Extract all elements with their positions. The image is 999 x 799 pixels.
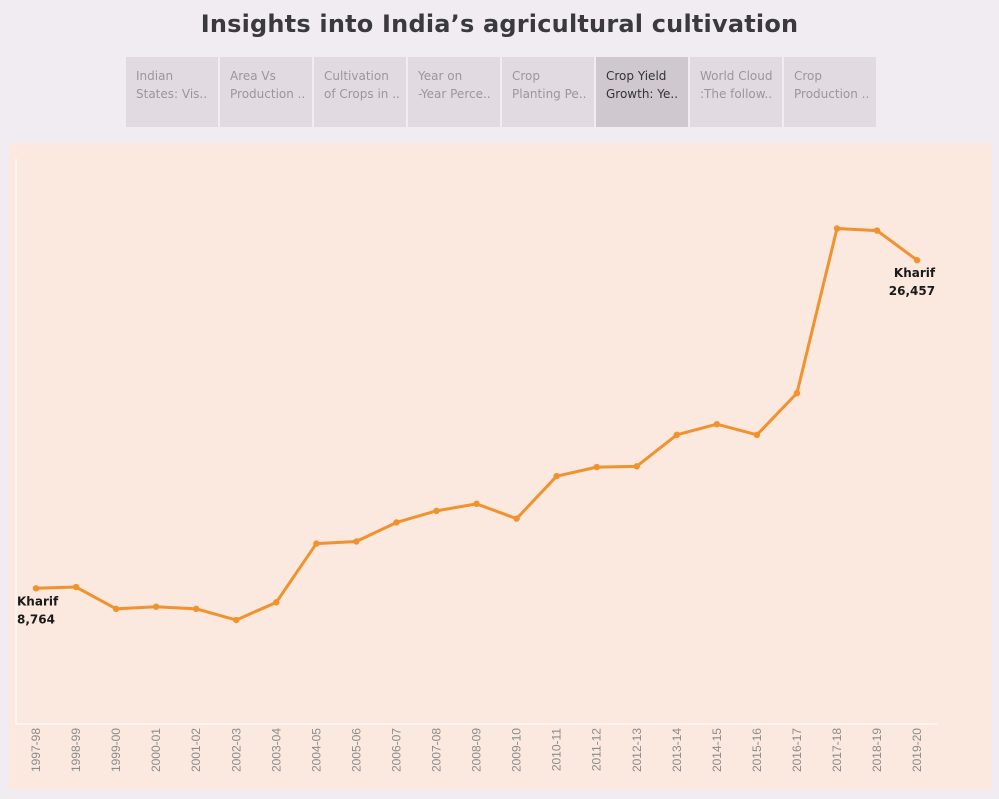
- data-label-value: 8,764: [17, 612, 55, 626]
- page-title: Insights into India’s agricultural culti…: [200, 10, 799, 38]
- x-tick-label: 2014-15: [710, 728, 724, 772]
- x-tick-label: 2008-09: [470, 728, 484, 772]
- tab-label-line1: World Cloud: [700, 69, 773, 83]
- data-point: [513, 515, 520, 522]
- x-tick-label: 2010-11: [550, 728, 564, 771]
- x-tick-label: 2018-19: [870, 728, 884, 772]
- tab-label-line2: Growth: Ye..: [606, 87, 679, 101]
- tab-1[interactable]: Area Vs Production ..: [220, 57, 312, 127]
- data-point: [152, 603, 160, 610]
- x-tick-label: 2007-08: [430, 728, 444, 772]
- data-point: [353, 538, 360, 545]
- data-point: [233, 616, 240, 624]
- data-point: [313, 540, 320, 547]
- x-tick-label: 2016-17: [790, 728, 804, 772]
- data-point: [473, 500, 480, 508]
- tab-5[interactable]: Crop Yield Growth: Ye..: [596, 57, 688, 127]
- x-tick-label: 2017-18: [830, 728, 844, 772]
- x-tick-label: 2019-20: [910, 728, 924, 772]
- tab-label-line2: Production ..: [230, 87, 306, 101]
- x-tick-label: 2000-01: [149, 728, 163, 772]
- tab-4[interactable]: Crop Planting Pe..: [502, 57, 594, 127]
- data-point: [633, 463, 640, 470]
- tab-6[interactable]: World Cloud :The follow..: [690, 57, 782, 127]
- x-tick-label: 2013-14: [670, 728, 684, 772]
- data-label-series-name: Kharif: [894, 266, 936, 280]
- data-point: [433, 507, 440, 515]
- data-point: [193, 605, 200, 613]
- data-point: [713, 421, 721, 428]
- x-tick-label: 2003-04: [269, 728, 283, 772]
- data-point: [913, 257, 921, 264]
- tab-label-line2: States: Vis..: [136, 87, 208, 101]
- x-tick-label: 2011-12: [590, 728, 604, 771]
- x-tick-label: 1997-98: [29, 728, 43, 772]
- series-line-kharif: [35, 226, 918, 622]
- data-point: [72, 583, 80, 591]
- tab-label-line1: Crop Yield: [606, 69, 667, 83]
- data-point: [273, 599, 280, 606]
- x-tick-label: 2005-06: [349, 728, 363, 772]
- story-tabs: Indian States: Vis.. Area Vs Production .. C…: [126, 57, 876, 127]
- data-point: [393, 519, 400, 526]
- tab-label-line2: :The follow..: [700, 87, 773, 101]
- x-tick-label: 2015-16: [750, 728, 764, 772]
- x-tick-label: 1999-00: [109, 728, 123, 772]
- data-label-value: 26,457: [889, 284, 935, 298]
- chart-panel: 1997-98 1998-99 1999-00 2000-01 2001-02 2002-…: [9, 143, 992, 790]
- data-point: [873, 227, 881, 234]
- data-point: [793, 389, 801, 397]
- data-point: [112, 605, 120, 613]
- tab-label-line2: of Crops in ..: [324, 87, 400, 101]
- x-tick-label: 1998-99: [69, 728, 83, 772]
- tab-label-line1: Crop: [794, 69, 823, 83]
- data-point: [673, 431, 680, 439]
- tab-label-line2: Planting Pe..: [512, 87, 587, 101]
- tab-3[interactable]: Year on -Year Perce..: [408, 57, 500, 127]
- tab-7[interactable]: Crop Production ..: [784, 57, 876, 127]
- x-tick-label: 2012-13: [630, 728, 644, 772]
- tab-0[interactable]: Indian States: Vis..: [126, 57, 218, 127]
- x-tick-label: 2002-03: [229, 728, 243, 772]
- data-point: [753, 431, 761, 439]
- line-chart: 1997-98 1998-99 1999-00 2000-01 2001-02 2002-…: [15, 159, 937, 772]
- tab-label-line1: Year on: [418, 69, 463, 83]
- tab-label-line1: Area Vs: [230, 69, 276, 83]
- data-point: [32, 585, 40, 592]
- tab-label-line1: Indian: [136, 69, 174, 83]
- data-point: [833, 225, 841, 232]
- tab-label-line2: -Year Perce..: [418, 87, 491, 101]
- tab-label-line1: Cultivation: [324, 69, 389, 83]
- data-label-series-name: Kharif: [17, 594, 59, 608]
- x-tick-label: 2004-05: [309, 728, 323, 772]
- tab-2[interactable]: Cultivation of Crops in ..: [314, 57, 406, 127]
- x-tick-label: 2001-02: [189, 728, 203, 772]
- x-tick-label: 2006-07: [389, 728, 403, 772]
- tab-label-line1: Crop: [512, 69, 541, 83]
- x-tick-label: 2009-10: [510, 728, 524, 772]
- data-point: [593, 463, 600, 471]
- data-point: [553, 472, 560, 480]
- tab-label-line2: Production ..: [794, 87, 870, 101]
